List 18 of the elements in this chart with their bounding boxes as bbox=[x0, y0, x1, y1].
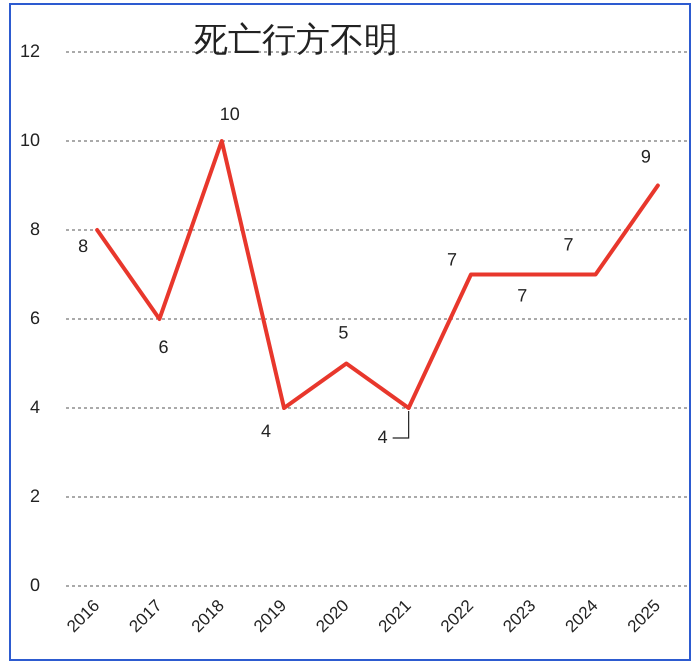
data-label: 7 bbox=[564, 234, 574, 254]
y-tick-label: 8 bbox=[30, 218, 40, 239]
data-label: 8 bbox=[78, 236, 88, 256]
data-label: 7 bbox=[446, 249, 457, 270]
data-label: 10 bbox=[220, 104, 240, 124]
y-tick-label: 0 bbox=[30, 574, 40, 595]
y-tick-label: 6 bbox=[30, 308, 40, 328]
data-label: 4 bbox=[378, 426, 388, 447]
data-label: 5 bbox=[338, 322, 348, 342]
chart-title: 死亡行方不明 bbox=[194, 20, 398, 60]
data-label: 9 bbox=[640, 146, 651, 166]
y-tick-label: 4 bbox=[30, 396, 40, 417]
data-label: 4 bbox=[261, 420, 272, 441]
data-label: 6 bbox=[158, 336, 168, 357]
data-label: 7 bbox=[517, 285, 528, 306]
y-tick-label: 10 bbox=[20, 130, 40, 150]
y-tick-label: 2 bbox=[30, 486, 40, 506]
y-tick-label: 12 bbox=[20, 40, 40, 61]
